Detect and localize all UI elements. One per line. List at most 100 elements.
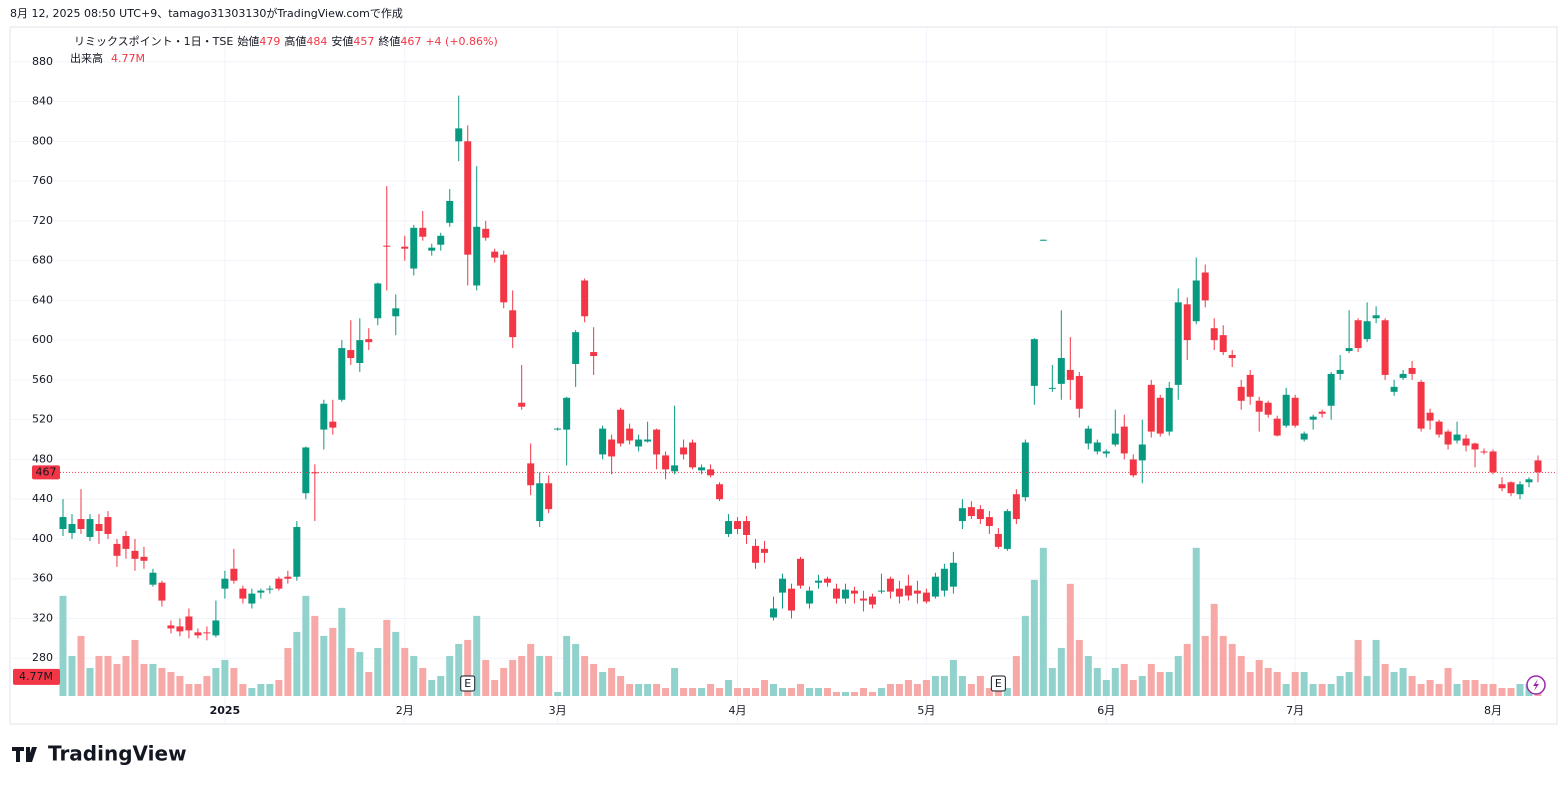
volume-bar: [877, 687, 885, 696]
candle-body: [1453, 434, 1461, 441]
candle-body: [1048, 387, 1056, 389]
volume-bar: [1417, 683, 1425, 696]
volume-bar: [1408, 675, 1416, 696]
volume-bar: [311, 615, 319, 696]
candle-body: [1507, 482, 1515, 494]
volume-bar: [392, 631, 400, 696]
candle-body: [1192, 280, 1200, 322]
candle-body: [446, 200, 454, 223]
candle-body: [590, 352, 598, 357]
volume-bar: [922, 679, 930, 696]
volume-bar: [1336, 675, 1344, 696]
volume-bar: [410, 655, 418, 696]
volume-bar: [1201, 635, 1209, 696]
caption: 8月 12, 2025 08:50 UTC+9、tamago31303130がT…: [10, 6, 403, 20]
candle-body: [743, 521, 751, 535]
volume-bar: [779, 687, 787, 696]
volume-bar: [725, 679, 733, 696]
volume-bar: [626, 683, 634, 696]
candle-body: [1291, 397, 1299, 426]
candle-body: [1075, 375, 1083, 409]
volume-bar: [1003, 687, 1011, 696]
volume-bar: [761, 679, 769, 696]
candle-body: [536, 483, 544, 522]
volume-bar: [149, 663, 157, 696]
candle-body: [877, 590, 885, 592]
legend-title: リミックスポイント・1日・TSE: [74, 35, 233, 48]
volume-bar: [1192, 547, 1200, 696]
candle-body: [1489, 451, 1497, 473]
legend-key: 終値: [378, 34, 400, 48]
volume-bar: [527, 643, 535, 696]
volume-bar: [203, 675, 211, 696]
candle-body: [1318, 411, 1326, 414]
y-tick-label: 720: [32, 214, 53, 227]
candle-body: [608, 439, 616, 457]
candle-body: [1345, 348, 1353, 352]
legend-value: 479: [259, 35, 280, 48]
candle-body: [626, 428, 634, 441]
candle-body: [913, 590, 921, 594]
volume-bar: [707, 683, 715, 696]
candle-body: [698, 467, 706, 471]
y-tick-label: 280: [32, 651, 53, 664]
candle-body: [985, 517, 993, 527]
candle-body: [1228, 355, 1236, 359]
volume-bar: [275, 679, 283, 696]
volume-bar: [1147, 663, 1155, 696]
volume-bar: [302, 595, 310, 696]
volume-bar: [221, 659, 229, 696]
candle-body: [239, 588, 247, 599]
event-marker: [990, 675, 1006, 692]
volume-bar: [1471, 679, 1479, 696]
volume-bar: [1111, 667, 1119, 696]
volume-bar: [113, 663, 121, 696]
volume-bar: [1363, 675, 1371, 696]
volume-bar: [752, 687, 760, 696]
volume-bar: [122, 655, 130, 696]
candle-body: [1138, 444, 1146, 461]
volume-bar: [248, 687, 256, 696]
candle-body: [599, 428, 607, 455]
volume-bar: [743, 687, 751, 696]
y-tick-label: 600: [32, 333, 53, 346]
volume-bar: [59, 595, 67, 696]
volume-bar: [859, 687, 867, 696]
candle-body: [347, 350, 355, 359]
candle-body: [302, 447, 310, 494]
x-tick-label: 2025: [210, 704, 241, 717]
candle-body: [1435, 421, 1443, 435]
candle-body: [149, 572, 157, 585]
candle-body: [419, 227, 427, 237]
volume-bar: [257, 683, 265, 696]
volume-bar: [500, 667, 508, 696]
volume-bar: [1210, 603, 1218, 696]
volume-bar: [68, 655, 76, 696]
volume-bar: [194, 683, 202, 696]
volume-label-box: [13, 668, 60, 685]
y-tick-label: 840: [32, 95, 53, 108]
volume-bar: [850, 691, 858, 696]
candle-body: [284, 576, 292, 579]
candle-body: [140, 556, 148, 561]
volume-bar: [158, 667, 166, 696]
volume-bar: [1462, 679, 1470, 696]
volume-bar: [1354, 639, 1362, 696]
legend-volume: 出来高 4.77M: [70, 51, 145, 65]
volume-bar: [608, 667, 616, 696]
candle-body: [293, 527, 301, 577]
volume-bar: [509, 659, 517, 696]
candle-body: [1336, 369, 1344, 374]
volume-bar: [1093, 667, 1101, 696]
volume-label: 4.77M: [19, 670, 53, 683]
volume-bar: [1129, 679, 1137, 696]
volume-bar: [1300, 671, 1308, 696]
candle-body: [1066, 369, 1074, 380]
y-tick-label: 360: [32, 572, 53, 585]
candle-body: [1444, 431, 1452, 445]
candle-body: [329, 421, 337, 428]
volume-bar: [832, 691, 840, 696]
volume-bar: [419, 667, 427, 696]
candle-body: [868, 596, 876, 605]
